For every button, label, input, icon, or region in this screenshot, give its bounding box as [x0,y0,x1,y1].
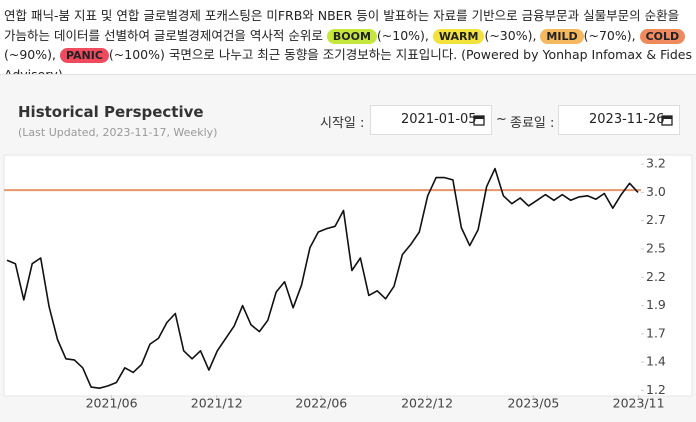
badge: BOOM [326,28,377,44]
separator: ~ [496,112,507,127]
plot-area [3,154,693,397]
panel-subtitle: (Last Updated, 2023-11-17, Weekly) [18,126,218,139]
y-tick-label: 2.2 [646,269,666,284]
badge: PANIC [59,48,109,63]
x-tick-label: 2023/05 [507,396,559,411]
badge: WARM [432,28,485,44]
badge: COLD [639,28,686,44]
badge-note: (~70%), [583,27,636,43]
end-date: 2023-11-26 [589,112,665,127]
calendar-icon [661,115,673,126]
y-tick-label: 1.9 [646,297,666,312]
y-tick-label: 2.5 [646,240,666,255]
start-label: 시작일 : [320,116,365,131]
y-tick-label: 1.7 [646,325,666,340]
calendar-icon [473,115,485,126]
badge-note: (~30%), [484,27,537,43]
x-tick-label: 2021/12 [191,396,243,411]
start-date-input[interactable]: 2021-01-05 [370,105,492,135]
y-tick-label: 2.7 [646,212,666,227]
line [6,167,639,389]
x-tick-label: 2022/12 [401,396,453,411]
y-tick-label: 1.2 [646,382,666,397]
y-tick-label: 3.0 [646,184,666,199]
x-tick-label: 2021/06 [86,396,138,411]
intro-text: 연합 패닉-붐 지표 및 연합 글로벌경제 포캐스팅은 미FRB와 NBER 등… [4,8,680,43]
x-tick-label: 2022/06 [295,396,347,411]
panel-title: Historical Perspective [18,103,204,121]
badge-note: (~100%) [108,47,165,62]
y-tick-label: 1.4 [646,354,666,369]
y-tick-label: 3.2 [646,156,666,171]
badge-note: (~90%), [4,47,56,62]
end-label: 종료일 : [510,116,555,131]
end-date-input[interactable]: 2023-11-26 [558,105,680,135]
start-date: 2021-01-05 [401,112,477,127]
badge: MILD [540,28,584,44]
badges: BOOM (~10%), WARM (~30%), MILD (~70%), COLD… [4,27,686,63]
intro: 연합 패닉-붐 지표 및 연합 글로벌경제 포캐스팅은 미FRB와 NBER 등… [4,6,692,84]
x-tick-label: 2023/11 [613,396,665,411]
badge-note: (~10%), [376,27,429,43]
